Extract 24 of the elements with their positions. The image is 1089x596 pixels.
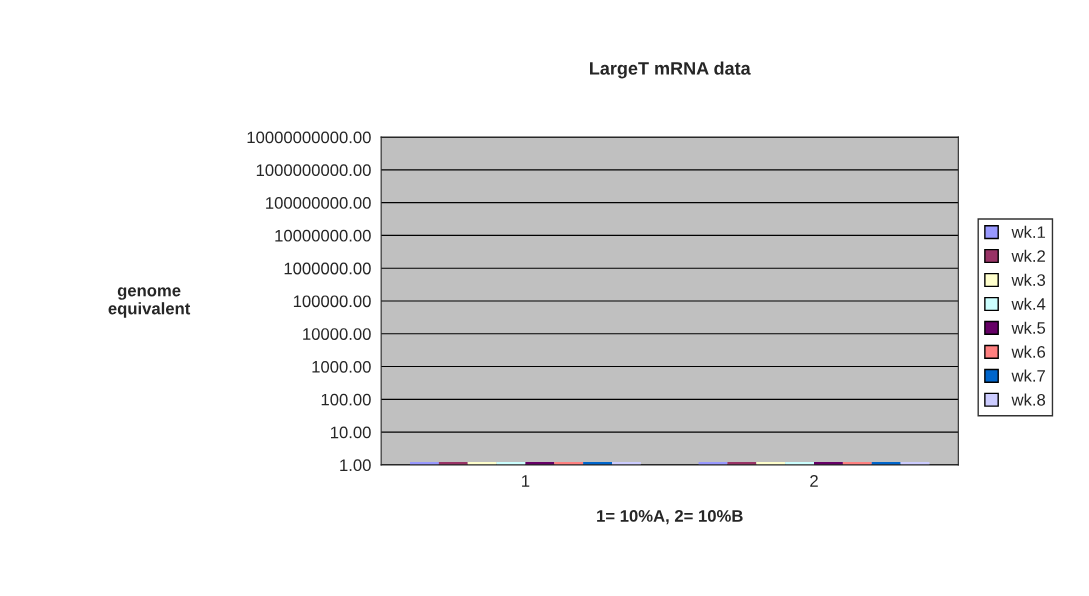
- legend-label: wk.8: [1011, 393, 1046, 406]
- y-tick-label: 10.00: [331, 426, 371, 439]
- y-tick-label: 1.00: [340, 459, 371, 472]
- legend-label: wk.4: [1011, 297, 1046, 310]
- chart-title: LargeT mRNA data: [590, 61, 751, 79]
- y-axis-title: genome equivalent: [108, 287, 191, 318]
- y-tick-label: 10000.00: [303, 328, 371, 340]
- legend-label: wk.7: [1011, 369, 1045, 382]
- y-tick-label: 100000.00: [293, 295, 371, 308]
- y-tick-label: 10000000000.00: [247, 131, 371, 144]
- legend-label: wk.1: [1011, 225, 1045, 238]
- y-tick-label: 1000000000.00: [256, 164, 371, 177]
- y-tick-label: 100.00: [321, 393, 371, 406]
- legend-label: wk.5: [1011, 321, 1046, 334]
- x-tick-label: 2: [810, 475, 818, 487]
- y-tick-label: 10000000.00: [275, 229, 371, 242]
- legend-label: wk.3: [1011, 273, 1046, 286]
- y-tick-label: 100000000.00: [266, 197, 371, 209]
- y-tick-label: 1000.00: [312, 360, 371, 373]
- legend-label: wk.6: [1011, 345, 1046, 358]
- legend-label: wk.2: [1011, 249, 1045, 262]
- x-tick-label: 1: [522, 475, 530, 487]
- y-tick-label: 1000000.00: [284, 262, 371, 275]
- x-axis-title: 1= 10%A, 2= 10%B: [597, 510, 743, 525]
